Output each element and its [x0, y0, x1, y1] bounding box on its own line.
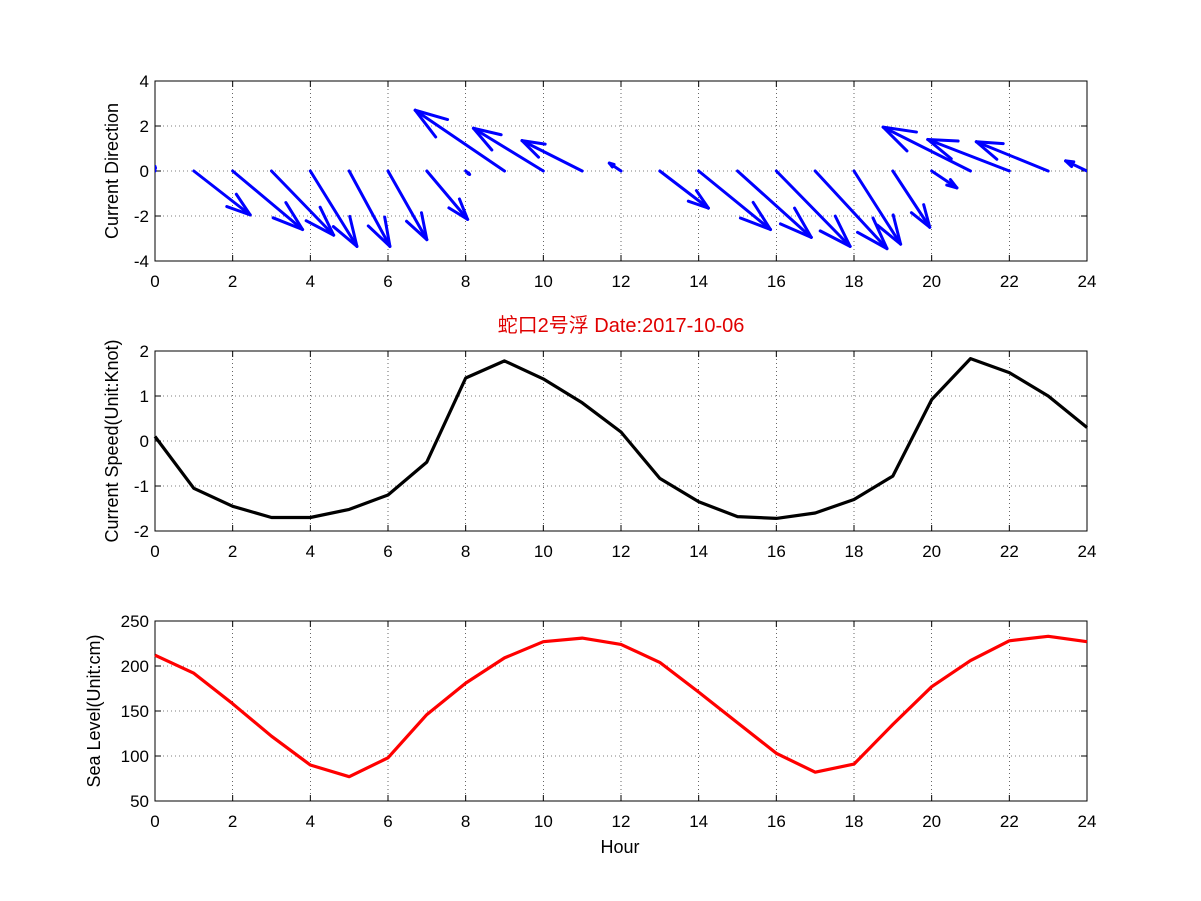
current-arrow	[270, 169, 336, 237]
current-arrow	[425, 169, 470, 221]
sea-level-x-tick-label: 0	[150, 812, 159, 831]
current-speed-x-tick-label: 4	[306, 542, 315, 561]
current-speed-y-tick-label: -2	[134, 522, 149, 541]
current-direction-x-tick-label: 4	[306, 272, 315, 291]
current-speed-x-tick-label: 2	[228, 542, 237, 561]
current-speed-y-tick-label: 0	[140, 432, 149, 451]
current-arrow	[607, 161, 623, 173]
sea-level-x-tick-label: 4	[306, 812, 315, 831]
current-speed-x-tick-label: 12	[612, 542, 631, 561]
current-direction-x-tick-label: 12	[612, 272, 631, 291]
current-arrow	[891, 169, 932, 229]
current-speed-x-tick-label: 18	[845, 542, 864, 561]
sea-level-y-tick-label: 200	[121, 657, 149, 676]
current-speed-series-line	[153, 357, 1089, 521]
current-speed-x-tick-label: 0	[150, 542, 159, 561]
current-speed-x-tick-label: 6	[383, 542, 392, 561]
current-speed-y-tick-label: -1	[134, 477, 149, 496]
current-arrow	[930, 169, 959, 190]
current-arrow	[736, 169, 813, 239]
current-arrow	[471, 126, 545, 173]
current-direction-x-tick-label: 10	[534, 272, 553, 291]
current-arrow	[974, 140, 1050, 173]
current-arrow	[192, 169, 252, 217]
current-arrow	[881, 125, 972, 173]
current-arrow	[658, 169, 710, 210]
current-arrow	[464, 169, 472, 176]
sea-level-x-tick-label: 20	[922, 812, 941, 831]
x-axis-label-hour: Hour	[600, 837, 639, 857]
sea-level-x-tick-label: 16	[767, 812, 786, 831]
current-direction-x-tick-label: 24	[1078, 272, 1097, 291]
current-direction-x-tick-label: 6	[383, 272, 392, 291]
sea-level-x-tick-label: 2	[228, 812, 237, 831]
current-arrow	[926, 138, 1011, 173]
current-arrow	[386, 169, 429, 242]
current-arrow	[231, 169, 305, 231]
sea-level-x-tick-label: 22	[1000, 812, 1019, 831]
current-direction-y-tick-label: -2	[134, 207, 149, 226]
current-direction-y-tick-label: 2	[140, 117, 149, 136]
current-direction-x-tick-label: 0	[150, 272, 159, 291]
current-arrow	[852, 169, 903, 246]
sea-level-y-tick-label: 100	[121, 747, 149, 766]
current-speed-x-tick-label: 22	[1000, 542, 1019, 561]
current-speed-x-tick-label: 24	[1078, 542, 1097, 561]
current-direction-x-tick-label: 22	[1000, 272, 1019, 291]
current-direction-x-tick-label: 16	[767, 272, 786, 291]
current-arrow	[347, 169, 392, 248]
current-direction-x-tick-label: 2	[228, 272, 237, 291]
current-direction-x-tick-label: 20	[922, 272, 941, 291]
current-direction-x-tick-label: 18	[845, 272, 864, 291]
sea-level-y-tick-label: 250	[121, 612, 149, 631]
current-arrow	[813, 169, 889, 251]
current-speed-x-tick-label: 14	[689, 542, 708, 561]
y-axis-label-current-direction: Current Direction	[102, 103, 122, 239]
current-speed-x-tick-label: 16	[767, 542, 786, 561]
current-arrow	[1064, 159, 1087, 173]
sea-level-x-tick-label: 8	[461, 812, 470, 831]
sea-level-x-tick-label: 6	[383, 812, 392, 831]
current-direction-y-tick-label: 4	[140, 72, 149, 91]
current-direction-y-tick-label: 0	[140, 162, 149, 181]
current-speed-x-tick-label: 8	[461, 542, 470, 561]
sea-level-x-tick-label: 14	[689, 812, 708, 831]
current-speed-y-tick-label: 1	[140, 387, 149, 406]
current-arrow	[155, 165, 157, 173]
current-arrow	[774, 169, 852, 248]
current-direction-x-tick-label: 14	[689, 272, 708, 291]
current-arrow	[697, 169, 773, 231]
current-direction-arrows	[155, 108, 1087, 251]
sea-level-x-tick-label: 10	[534, 812, 553, 831]
sea-level-y-tick-label: 50	[130, 792, 149, 811]
sea-level-x-tick-label: 12	[612, 812, 631, 831]
y-axis-label-current-speed: Current Speed(Unit:Knot)	[102, 339, 122, 542]
current-speed-y-tick-label: 2	[140, 342, 149, 361]
chart-title: 蛇口2号浮 Date:2017-10-06	[498, 314, 745, 337]
sea-level-series-line	[154, 634, 1088, 779]
current-speed-x-tick-label: 20	[922, 542, 941, 561]
current-speed-x-tick-label: 10	[534, 542, 553, 561]
y-axis-label-sea-level: Sea Level(Unit:cm)	[84, 634, 104, 787]
current-arrow	[520, 139, 584, 173]
sea-level-y-tick-label: 150	[121, 702, 149, 721]
current-arrow	[413, 108, 506, 173]
sea-level-x-tick-label: 24	[1078, 812, 1097, 831]
current-arrow	[308, 169, 359, 248]
current-direction-y-tick-label: -4	[134, 252, 149, 271]
sea-level-x-tick-label: 18	[845, 812, 864, 831]
current-direction-x-tick-label: 8	[461, 272, 470, 291]
